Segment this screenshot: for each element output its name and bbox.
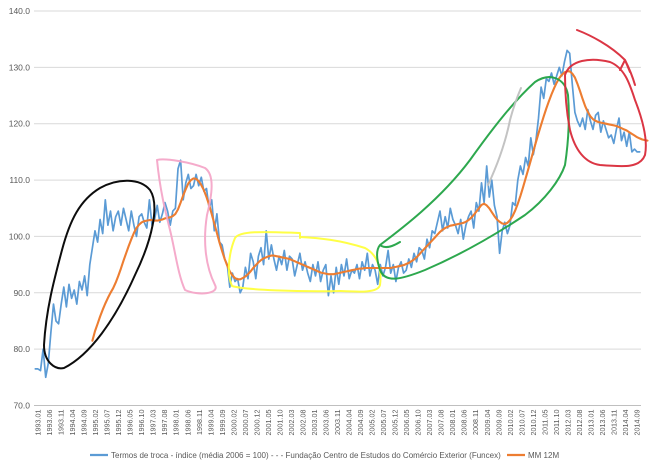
x-tick-label: 2000.12 xyxy=(252,410,261,436)
x-tick-label: 2012.03 xyxy=(563,410,572,436)
series-line-1 xyxy=(91,70,649,342)
x-tick-label: 2010.07 xyxy=(517,410,526,436)
x-tick-label: 1996.10 xyxy=(137,410,146,436)
x-tick-label: 2003.06 xyxy=(321,410,330,436)
x-tick-label: 2004.04 xyxy=(345,410,354,436)
x-tick-label: 2000.07 xyxy=(241,410,250,436)
x-tick-label: 1994.04 xyxy=(68,410,77,436)
x-tick-label: 2003.01 xyxy=(310,410,319,436)
x-tick-label: 1999.04 xyxy=(206,410,215,436)
x-tick-label: 2004.09 xyxy=(356,410,365,436)
x-tick-label: 2013.01 xyxy=(586,410,595,436)
x-tick-label: 2003.11 xyxy=(333,410,342,435)
x-tick-label: 2011.05 xyxy=(540,410,549,435)
x-tick-label: 2001.10 xyxy=(275,410,284,436)
x-tick-label: 1993.06 xyxy=(45,410,54,436)
series-line-0 xyxy=(34,49,641,379)
x-tick-label: 1997.03 xyxy=(149,410,158,436)
x-tick-label: 2014.04 xyxy=(621,410,630,436)
x-tick-label: 2007.08 xyxy=(437,410,446,436)
hand-drawn-annotations xyxy=(43,29,647,370)
x-tick-label: 2010.02 xyxy=(506,410,515,436)
x-tick-label: 2011.10 xyxy=(552,410,561,435)
y-tick-label: 90.0 xyxy=(13,288,30,298)
x-tick-label: 2005.07 xyxy=(379,410,388,436)
x-tick-label: 2012.08 xyxy=(575,410,584,436)
x-tick-label: 2013.06 xyxy=(598,410,607,436)
x-tick-label: 2007.03 xyxy=(425,410,434,436)
x-tick-label: 2008.01 xyxy=(448,410,457,436)
grid-lines xyxy=(34,10,641,350)
x-tick-label: 2006.05 xyxy=(402,410,411,436)
gray-annotation xyxy=(487,87,522,186)
legend: Termos de troca - índice (média 2006 = 1… xyxy=(90,451,559,460)
x-tick-label: 1998.11 xyxy=(195,410,204,435)
y-tick-label: 120.0 xyxy=(9,119,31,129)
x-tick-label: 1993.01 xyxy=(34,410,43,436)
y-axis-tick-labels: 70.0 80.0 90.0 100.0 110.0 120.0 130.0 140.0 xyxy=(9,6,31,411)
series-lines xyxy=(34,49,649,379)
x-tick-label: 2009.04 xyxy=(483,410,492,436)
y-tick-label: 70.0 xyxy=(13,401,30,411)
x-tick-label: 2005.02 xyxy=(368,410,377,436)
x-tick-label: 2010.12 xyxy=(529,410,538,436)
x-tick-label: 1996.05 xyxy=(126,410,135,436)
yellow-annotation xyxy=(227,231,382,293)
y-tick-label: 130.0 xyxy=(9,62,31,72)
y-tick-label: 80.0 xyxy=(13,344,30,354)
x-axis-tick-labels: 1993.01 1993.06 1993.11 1994.04 1994.09 1995.… xyxy=(34,410,642,436)
x-tick-label: 1993.11 xyxy=(57,410,66,435)
x-tick-label: 1995.02 xyxy=(91,410,100,436)
x-tick-label: 2013.11 xyxy=(609,410,618,435)
x-tick-label: 2009.09 xyxy=(494,410,503,436)
x-tick-label: 2002.08 xyxy=(298,410,307,436)
x-tick-label: 1998.01 xyxy=(172,410,181,436)
x-tick-label: 1997.08 xyxy=(160,410,169,436)
y-tick-label: 100.0 xyxy=(9,231,31,241)
x-tick-label: 1995.12 xyxy=(114,410,123,436)
x-tick-label: 2000.02 xyxy=(229,410,238,436)
y-tick-label: 140.0 xyxy=(9,6,31,16)
x-tick-label: 2002.03 xyxy=(287,410,296,436)
x-tick-label: 1998.06 xyxy=(183,410,192,436)
y-tick-label: 110.0 xyxy=(9,175,30,185)
x-tick-label: 1994.09 xyxy=(80,410,89,436)
legend-label-mm-12m: MM 12M xyxy=(528,451,559,460)
x-tick-label: 1999.09 xyxy=(218,410,227,436)
x-tick-label: 2001.05 xyxy=(264,410,273,436)
x-tick-label: 1995.07 xyxy=(103,410,112,436)
x-tick-label: 2008.06 xyxy=(460,410,469,436)
red-annotation xyxy=(564,29,647,168)
x-tick-label: 2006.10 xyxy=(414,410,423,436)
black-annotation xyxy=(43,179,156,370)
x-tick-label: 2005.12 xyxy=(391,410,400,436)
legend-label-termos-de-troca: Termos de troca - índice (média 2006 = 1… xyxy=(111,451,501,460)
x-tick-label: 2014.09 xyxy=(633,410,642,436)
green-annotation xyxy=(376,76,570,280)
x-tick-label: 2008.11 xyxy=(471,410,480,435)
pink-annotation xyxy=(156,158,217,295)
